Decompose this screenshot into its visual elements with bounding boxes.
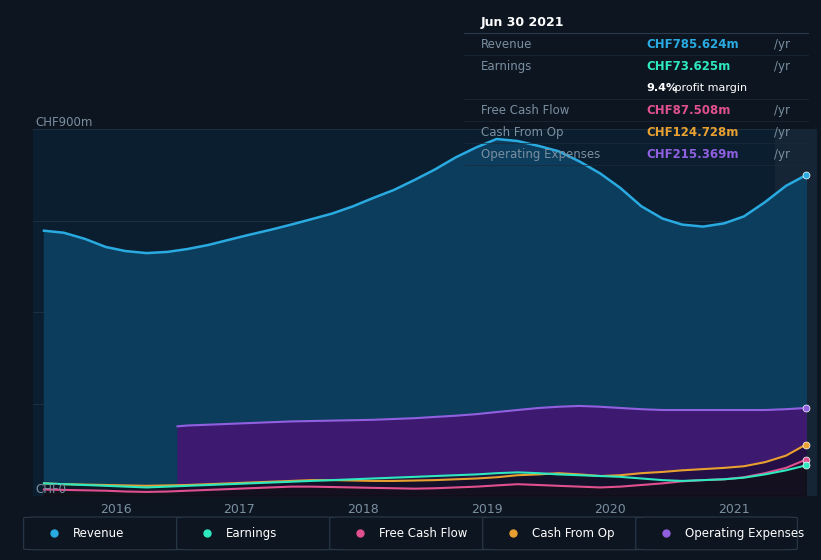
Text: Jun 30 2021: Jun 30 2021 <box>481 16 565 29</box>
Text: Free Cash Flow: Free Cash Flow <box>379 527 468 540</box>
Text: /yr: /yr <box>774 60 790 73</box>
Text: CHF900m: CHF900m <box>35 116 93 129</box>
Text: CHF0: CHF0 <box>35 483 67 496</box>
Text: CHF785.624m: CHF785.624m <box>647 38 739 51</box>
Text: Revenue: Revenue <box>481 38 533 51</box>
Text: CHF73.625m: CHF73.625m <box>647 60 731 73</box>
Text: CHF124.728m: CHF124.728m <box>647 126 739 139</box>
Text: Operating Expenses: Operating Expenses <box>481 148 600 161</box>
FancyBboxPatch shape <box>483 517 644 550</box>
Text: Revenue: Revenue <box>73 527 125 540</box>
Text: /yr: /yr <box>774 104 790 117</box>
Text: 9.4%: 9.4% <box>647 83 678 94</box>
FancyBboxPatch shape <box>177 517 338 550</box>
FancyBboxPatch shape <box>330 517 491 550</box>
Text: Operating Expenses: Operating Expenses <box>686 527 805 540</box>
Text: /yr: /yr <box>774 126 790 139</box>
Bar <box>775 129 817 496</box>
Text: CHF215.369m: CHF215.369m <box>647 148 739 161</box>
FancyBboxPatch shape <box>24 517 186 550</box>
Text: Earnings: Earnings <box>481 60 533 73</box>
Text: Cash From Op: Cash From Op <box>532 527 615 540</box>
FancyBboxPatch shape <box>635 517 797 550</box>
Text: Earnings: Earnings <box>227 527 277 540</box>
Text: CHF87.508m: CHF87.508m <box>647 104 731 117</box>
Text: /yr: /yr <box>774 148 790 161</box>
Text: /yr: /yr <box>774 38 790 51</box>
Text: Cash From Op: Cash From Op <box>481 126 563 139</box>
Text: Free Cash Flow: Free Cash Flow <box>481 104 570 117</box>
Text: profit margin: profit margin <box>671 83 747 94</box>
